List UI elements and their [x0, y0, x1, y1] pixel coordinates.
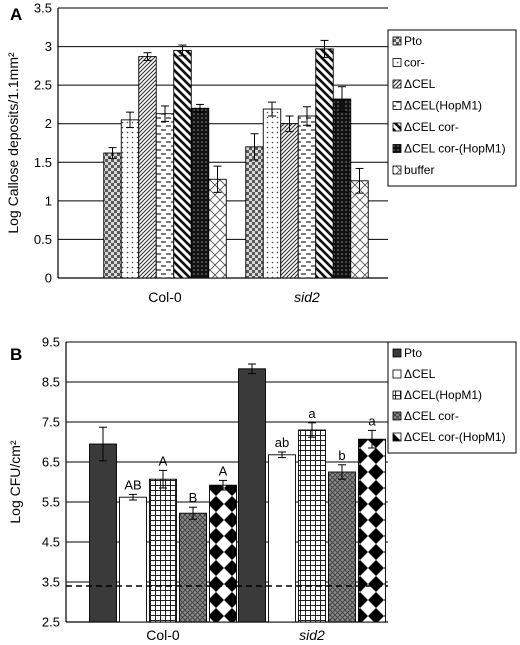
- significance-label: B: [189, 490, 198, 505]
- significance-label: A: [159, 453, 168, 468]
- legend-swatch: [392, 101, 402, 110]
- y-tick-label: 1: [45, 193, 52, 208]
- bar-2-1: [298, 429, 326, 623]
- significance-label: a: [368, 413, 376, 428]
- bar-3-0: [155, 113, 175, 279]
- y-tick-label: 3.5: [42, 575, 60, 590]
- bar-3-0: [179, 512, 207, 623]
- panel-letter: B: [10, 345, 22, 364]
- bar-1-0: [120, 119, 140, 279]
- y-tick-label: 9.5: [42, 335, 60, 350]
- y-tick-label: 4.5: [42, 535, 60, 550]
- y-tick-label: 8.5: [42, 375, 60, 390]
- bar-5-0: [190, 107, 210, 279]
- y-tick-label: 2.5: [34, 78, 52, 93]
- y-tick-label: 1.5: [34, 155, 52, 170]
- x-category-label: sid2: [299, 627, 325, 643]
- legend-label: ΔCEL cor-: [404, 409, 459, 423]
- legend-label: ΔCEL cor-: [404, 120, 459, 134]
- legend-swatch: [392, 348, 402, 358]
- legend-swatch: [392, 58, 402, 67]
- legend-box: [387, 29, 517, 187]
- y-tick-label: 7.5: [42, 415, 60, 430]
- bar-3-1: [297, 115, 317, 279]
- bar-1-1: [268, 454, 296, 623]
- bar-0-0: [89, 443, 117, 623]
- y-tick-label: 6.5: [42, 455, 60, 470]
- bar-4-1: [315, 48, 334, 279]
- legend-swatch: [392, 432, 402, 442]
- bar-2-1: [280, 123, 299, 279]
- legend-label: Pto: [404, 34, 422, 48]
- significance-label: AB: [124, 477, 141, 492]
- y-tick-label: 3: [45, 39, 52, 54]
- y-tick-label: 0: [45, 271, 52, 286]
- legend-label: ΔCEL cor-(HopM1): [404, 142, 506, 156]
- legend-swatch: [392, 411, 402, 421]
- legend-swatch: [392, 36, 402, 46]
- y-tick-label: 3.5: [34, 1, 52, 16]
- legend-label: ΔCEL(HopM1): [404, 99, 482, 113]
- legend-label: ΔCEL(HopM1): [404, 388, 482, 402]
- bar-2-0: [138, 56, 157, 279]
- y-tick-label: 2: [45, 116, 52, 131]
- legend-label: buffer: [404, 163, 434, 177]
- legend-swatch: [392, 79, 402, 89]
- bar-1-1: [262, 108, 282, 279]
- bar-1-0: [119, 496, 147, 623]
- legend-label: ΔCEL: [404, 77, 436, 91]
- legend-label: cor-: [404, 56, 425, 70]
- legend-swatch: [392, 369, 402, 379]
- bar-4-0: [209, 484, 237, 623]
- panel-A: A 0 0.5 1 1.5 2 2.5 3 3.5 Log Callose deposits/1.…: [5, 1, 517, 305]
- bar-2-0: [149, 478, 177, 623]
- bar-6-0: [208, 178, 227, 279]
- bar-0-0: [103, 152, 122, 279]
- legend-swatch: [392, 144, 402, 153]
- x-category-label: Col-0: [146, 627, 180, 643]
- y-axis-title: Log CFU/cm²: [7, 440, 23, 524]
- legend-swatch: [392, 390, 402, 400]
- significance-label: A: [219, 463, 228, 478]
- bar-4-0: [173, 49, 192, 279]
- bar-3-1: [328, 471, 356, 623]
- significance-label: a: [308, 406, 316, 421]
- bar-0-1: [238, 368, 266, 623]
- y-tick-label: 5.5: [42, 495, 60, 510]
- significance-label: b: [338, 448, 345, 463]
- legend-label: Pto: [404, 346, 422, 360]
- y-tick-label: 0.5: [34, 232, 52, 247]
- bar-4-1: [358, 438, 386, 623]
- bar-5-1: [332, 98, 352, 279]
- legend-label: ΔCEL: [404, 367, 436, 381]
- y-axis-title: Log Callose deposits/1.1mm²: [5, 52, 21, 234]
- legend-swatch: [392, 165, 402, 175]
- bar-6-1: [350, 180, 369, 279]
- x-category-label: Col-0: [148, 289, 182, 305]
- significance-label: ab: [275, 435, 289, 450]
- legend-swatch: [392, 122, 402, 132]
- panel-letter: A: [10, 5, 22, 24]
- legend-box: [387, 341, 517, 454]
- legend-label: ΔCEL cor-(HopM1): [404, 430, 506, 444]
- bar-0-1: [245, 146, 264, 279]
- y-tick-label: 2.5: [42, 615, 60, 630]
- x-category-label: sid2: [294, 289, 320, 305]
